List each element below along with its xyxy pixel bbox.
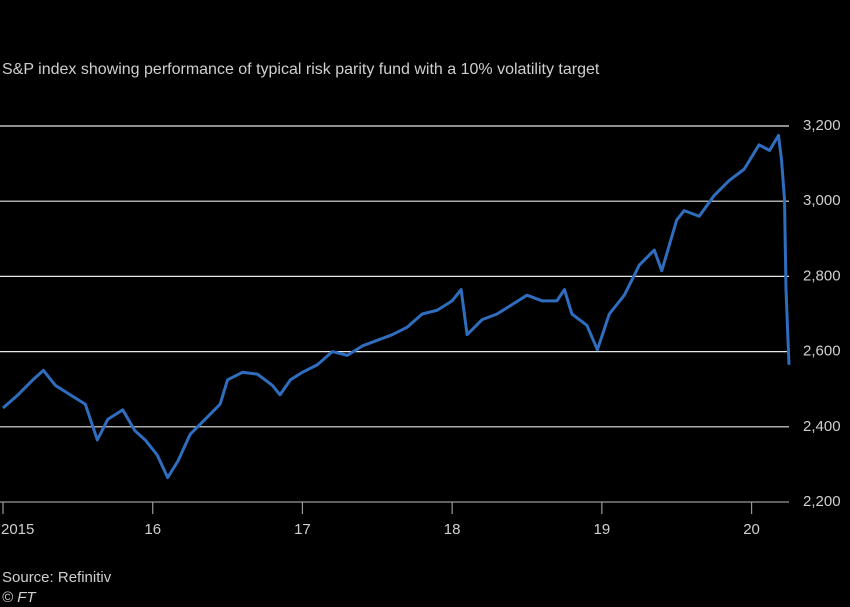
x-tick-label: 20 xyxy=(743,521,760,538)
y-tick-label: 2,600 xyxy=(803,343,841,360)
x-tick-label: 2015 xyxy=(1,521,34,538)
y-tick-label: 3,000 xyxy=(803,192,841,209)
chart-title: S&P index showing performance of typical… xyxy=(2,61,600,78)
x-tick-label: 17 xyxy=(294,521,311,538)
x-tick-label: 16 xyxy=(144,521,161,538)
series-line xyxy=(2,133,791,480)
y-tick-label: 2,200 xyxy=(803,493,841,510)
x-tick-label: 18 xyxy=(444,521,461,538)
y-tick-label: 2,400 xyxy=(803,418,841,435)
source: Source: Refinitiv xyxy=(2,569,112,586)
y-tick-label: 3,200 xyxy=(803,117,841,134)
x-tick-label: 19 xyxy=(594,521,611,538)
y-tick-label: 2,800 xyxy=(803,267,841,284)
credit: © FT xyxy=(2,589,37,606)
